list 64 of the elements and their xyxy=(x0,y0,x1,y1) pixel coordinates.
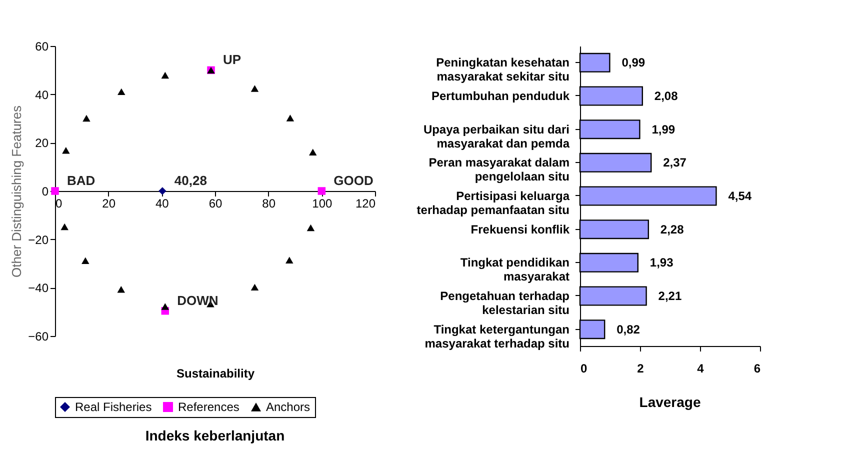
y-tick-label: Tingkat ketergantungan masyarakat terhadap situ xyxy=(424,322,570,350)
point xyxy=(250,85,259,92)
point xyxy=(308,148,317,156)
point xyxy=(286,256,294,264)
y-tick-label: 40 xyxy=(35,88,49,102)
y-tick-label: Peningkatan kesehatan masyarakat sekitar situ xyxy=(436,56,570,84)
y-tick-label: Pertumbuhan penduduk xyxy=(432,89,570,103)
annotation: 40,28 xyxy=(174,173,207,188)
point xyxy=(161,303,170,310)
text: Laverage xyxy=(639,394,701,410)
legend-label: Anchors xyxy=(266,400,310,414)
y-tick-label: −60 xyxy=(28,330,49,344)
annotation: BAD xyxy=(67,173,96,188)
annotation: DOWN xyxy=(177,292,218,308)
point xyxy=(60,223,68,230)
point xyxy=(286,114,294,122)
point xyxy=(117,286,126,293)
y-tick-label: Upaya perbaikan situ dari masyarakat dan pemda xyxy=(423,122,570,150)
data-label: 2,08 xyxy=(654,89,678,103)
point xyxy=(318,187,326,195)
point xyxy=(118,88,126,96)
y-tick-label: Pertisipasi keluarga terhadap pemanfaatan situ xyxy=(416,189,570,217)
point xyxy=(158,187,166,195)
point xyxy=(250,284,259,291)
x-tick-label: 120 xyxy=(355,196,376,210)
point xyxy=(62,147,70,154)
y-tick-label: 20 xyxy=(35,136,49,150)
point xyxy=(82,257,90,264)
x-tick-label: 100 xyxy=(312,196,332,210)
x-tick-label: 0 xyxy=(580,362,588,376)
data-label: 1,99 xyxy=(652,122,676,136)
y-tick-label: Frekuensi konflik xyxy=(470,222,570,236)
x-tick-label: 20 xyxy=(102,196,116,210)
legend-label: References xyxy=(178,400,240,414)
data-label: 2,28 xyxy=(660,222,684,236)
data-label: 0,99 xyxy=(622,56,646,70)
x-tick-label: 60 xyxy=(208,196,222,210)
y-tick-label: Pengetahuan terhadap kelestarian situ xyxy=(440,289,570,317)
text: Indeks keberlanjutan xyxy=(145,428,285,444)
x-tick-label: 40 xyxy=(155,196,170,210)
y-axis-title: Other Distinguishing Features xyxy=(9,105,24,278)
x-tick-label: 0 xyxy=(56,196,62,210)
x-tick-label: 2 xyxy=(637,362,644,376)
y-tick-label: 60 xyxy=(35,40,49,54)
data-label: 2,37 xyxy=(663,156,687,170)
point xyxy=(82,114,90,122)
y-tick-label: Tingkat pendidikan masyarakat xyxy=(460,256,570,284)
point xyxy=(306,224,315,232)
x-axis-title: Sustainability xyxy=(176,366,255,380)
data-label: 1,93 xyxy=(650,256,674,270)
y-tick-label: Peran masyarakat dalam pengelolaan situ xyxy=(428,156,570,184)
data-label: 4,54 xyxy=(728,189,752,203)
legend-label: Real Fisheries xyxy=(75,400,152,414)
annotation: GOOD xyxy=(334,173,374,188)
point xyxy=(161,72,170,79)
y-tick-label: 0 xyxy=(42,184,49,198)
x-tick-label: 6 xyxy=(754,362,761,376)
y-tick-label: −40 xyxy=(28,281,49,296)
y-tick-label: −20 xyxy=(28,232,49,247)
x-tick-label: 4 xyxy=(697,362,704,376)
annotation: UP xyxy=(223,52,242,68)
x-tick-label: 80 xyxy=(262,196,276,210)
data-label: 2,21 xyxy=(658,289,682,303)
data-label: 0,82 xyxy=(616,322,640,336)
